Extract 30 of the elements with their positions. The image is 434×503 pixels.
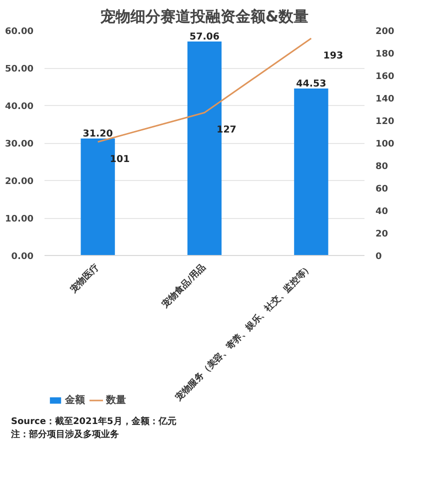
chart-title: 宠物细分赛道投融资金额&数量	[99, 8, 309, 26]
y2-tick-label: 40	[376, 207, 388, 217]
data-label: 193	[323, 50, 344, 62]
data-label: 31.20	[82, 128, 114, 140]
y-tick-label: 40.00	[5, 102, 34, 112]
y2-tick-label: 160	[376, 72, 394, 82]
y2-tick-label: 0	[376, 252, 382, 262]
y2-tick-label: 60	[376, 184, 388, 194]
y-tick-label: 50.00	[5, 64, 34, 74]
text: 注：部分项目涉及多项业务	[11, 430, 119, 440]
bar	[294, 88, 328, 256]
y2-tick-label: 120	[376, 117, 394, 127]
y2-tick-label: 140	[376, 94, 394, 104]
y-tick-label: 20.00	[5, 177, 34, 187]
legend-label: 数量	[106, 394, 126, 407]
y2-tick-label: 200	[376, 27, 394, 37]
y-tick-label: 60.00	[5, 27, 34, 37]
source-note: Source：截至2021年5月，金额：亿元	[11, 417, 176, 427]
y-tick-label: 30.00	[5, 140, 34, 150]
legend-label: 金额	[65, 393, 85, 407]
x-tick-label: 宠物医疗	[67, 262, 102, 296]
y2-tick-label: 20	[376, 230, 388, 240]
y2-tick-label: 100	[376, 140, 394, 150]
data-label: 44.53	[296, 78, 326, 90]
y-tick-label: 0.00	[11, 252, 34, 262]
y-tick-label: 10.00	[5, 214, 34, 224]
x-tick-label: 宠物食品/用品	[159, 262, 208, 311]
y2-tick-label: 180	[376, 50, 394, 60]
y2-tick-label: 80	[376, 162, 388, 172]
data-label: 57.06	[189, 32, 220, 43]
